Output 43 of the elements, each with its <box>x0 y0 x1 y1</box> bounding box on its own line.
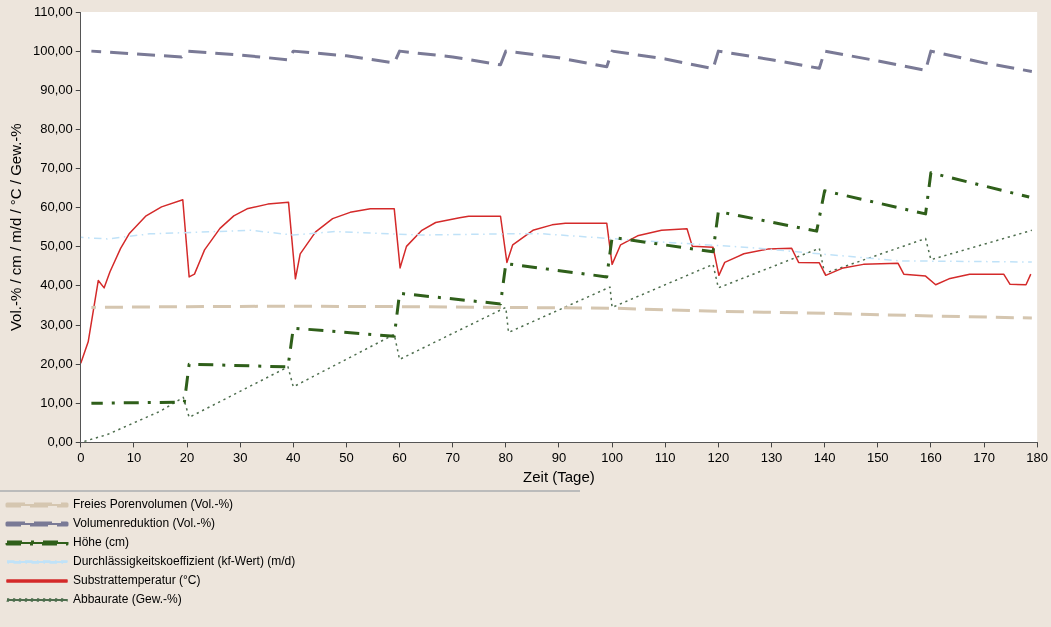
line-series <box>89 171 1031 405</box>
y-tick-label: 100,00 <box>33 42 73 58</box>
y-tick-label: 0,00 <box>47 433 73 449</box>
legend-label: Freies Porenvolumen (Vol.-%) <box>73 497 234 512</box>
x-tick-label: 180 <box>1026 449 1049 465</box>
y-tick-label: 50,00 <box>40 238 73 254</box>
x-tick-label: 100 <box>601 449 623 465</box>
x-tick-label: 120 <box>707 449 730 465</box>
x-tick-label: 110 <box>654 449 676 465</box>
y-tick-label: 90,00 <box>40 81 73 97</box>
legend-label: Volumenreduktion (Vol.-%) <box>73 516 216 531</box>
x-tick-label: 80 <box>498 449 514 465</box>
y-tick-label: 80,00 <box>40 120 73 136</box>
legend-label: Substrattemperatur (°C) <box>73 573 201 588</box>
x-tick-label: 60 <box>392 449 407 465</box>
x-tick-label: 170 <box>973 449 995 465</box>
line-series <box>89 49 1034 73</box>
y-axis-title: Vol.-% / cm / m/d / °C / Gew.-% <box>7 123 25 332</box>
x-tick-label: 20 <box>179 449 195 465</box>
x-tick-label: 0 <box>77 449 85 465</box>
x-tick-label: 40 <box>286 449 301 465</box>
y-tick-label: 70,00 <box>40 160 73 176</box>
x-tick-label: 140 <box>813 449 836 465</box>
x-tick-label: 130 <box>760 449 783 465</box>
line-series <box>89 304 1034 320</box>
y-tick-label: 30,00 <box>40 316 73 332</box>
y-tick-label: 20,00 <box>40 355 73 371</box>
x-tick-label: 30 <box>232 449 248 465</box>
y-tick-label: 40,00 <box>40 277 73 293</box>
x-tick-label: 160 <box>920 449 942 465</box>
y-tick-label: 110,00 <box>33 3 73 19</box>
x-tick-label: 70 <box>445 449 460 465</box>
legend-label: Höhe (cm) <box>73 535 130 550</box>
legend-label: Durchlässigkeitskoeffizient (kf-Wert) (m/d) <box>73 554 296 569</box>
y-tick-label: 60,00 <box>40 199 73 215</box>
x-tick-label: 50 <box>339 449 354 465</box>
x-tick-label: 10 <box>126 449 142 465</box>
x-axis-title: Zeit (Tage) <box>523 468 595 486</box>
x-tick-label: 150 <box>866 449 889 465</box>
x-tick-label: 90 <box>551 449 567 465</box>
y-tick-label: 10,00 <box>40 394 73 410</box>
legend-label: Abbaurate (Gew.-%) <box>73 592 182 607</box>
line-series <box>80 229 1033 263</box>
